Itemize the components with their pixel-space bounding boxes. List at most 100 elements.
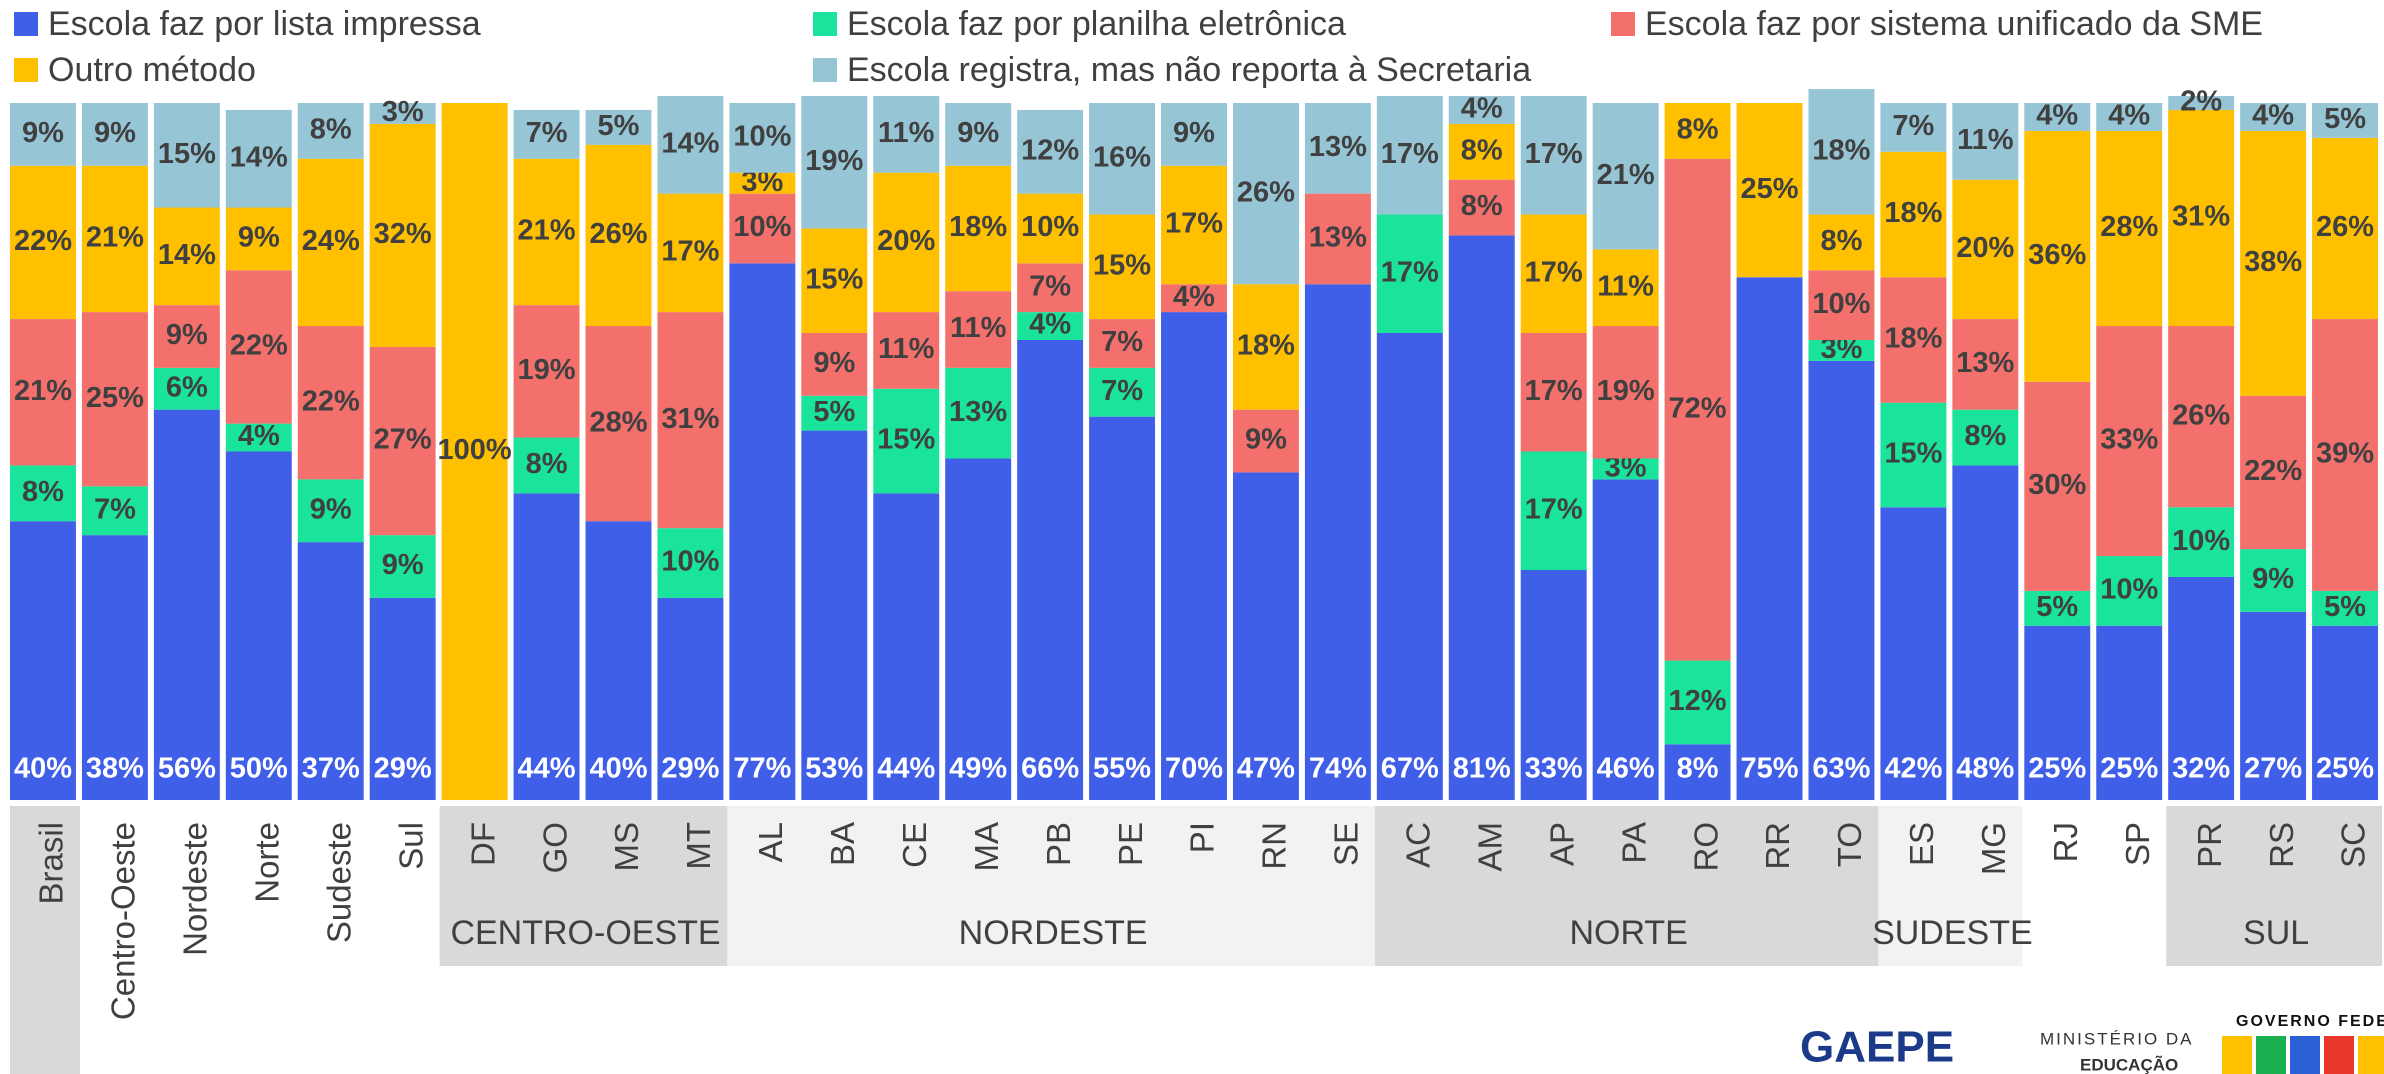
data-label: 56% xyxy=(158,753,216,785)
bar-segment xyxy=(2168,326,2235,508)
logo-shape xyxy=(2222,1036,2252,1074)
data-label: 40% xyxy=(589,753,647,785)
x-tick-label: MT xyxy=(680,822,717,870)
bar-segment xyxy=(225,423,292,452)
data-label: 11% xyxy=(950,312,1007,344)
bar-segment xyxy=(873,312,940,389)
legend-label: Escola faz por sistema unificado da SME xyxy=(1645,5,2263,43)
data-label: 26% xyxy=(1237,176,1295,208)
data-label: 9% xyxy=(1173,117,1215,149)
bar-segment xyxy=(945,103,1012,166)
data-label: 30% xyxy=(2028,469,2086,501)
data-label: 10% xyxy=(1021,211,1079,243)
data-label: 26% xyxy=(2172,399,2230,431)
logo-gaepe: GAEPE xyxy=(1800,1023,1954,1072)
data-label: 47% xyxy=(1237,753,1295,785)
data-label: 5% xyxy=(813,396,855,428)
bar-segment xyxy=(1520,569,1587,800)
bar-segment xyxy=(81,312,148,487)
data-label: 5% xyxy=(2324,591,2366,623)
data-label: 28% xyxy=(589,406,647,438)
bar-segment xyxy=(10,103,76,166)
bar-segment xyxy=(1880,151,1947,278)
data-label: 15% xyxy=(877,424,935,456)
data-label: 25% xyxy=(2100,753,2158,785)
group-label: NORDESTE xyxy=(959,914,1148,952)
bar-segment xyxy=(225,109,292,208)
bar-segment xyxy=(1952,409,2019,466)
data-label: 100% xyxy=(438,434,512,466)
x-tick-label: PI xyxy=(1184,822,1221,853)
legend-label: Escola faz por planilha eletrônica xyxy=(847,5,1346,43)
bar-segment xyxy=(1448,179,1515,236)
logo-gov: GOVERNO FEDERAL xyxy=(2236,1013,2384,1030)
bar-segment xyxy=(585,109,652,145)
bar-segment xyxy=(1089,416,1156,800)
data-label: 77% xyxy=(733,753,791,785)
bar-segment xyxy=(1592,458,1659,480)
data-label: 17% xyxy=(1525,493,1583,525)
data-label: 32% xyxy=(374,218,432,250)
bar-segment xyxy=(729,263,796,800)
bar-segment xyxy=(2312,319,2378,591)
data-label: 21% xyxy=(14,375,72,407)
bar-segment xyxy=(1664,103,1731,159)
bar-segment xyxy=(369,123,436,347)
bar-segment xyxy=(2168,96,2235,110)
bar-segment xyxy=(873,172,940,313)
bar-segment xyxy=(1304,193,1371,285)
data-label: 25% xyxy=(1740,173,1798,205)
data-label: 74% xyxy=(1309,753,1367,785)
data-label: 8% xyxy=(1461,190,1503,222)
bar-segment xyxy=(945,367,1012,459)
data-label: 7% xyxy=(1892,110,1934,142)
bar-segment xyxy=(1448,235,1515,800)
x-tick-label: Centro-Oeste xyxy=(105,822,142,1020)
data-label: 14% xyxy=(158,239,216,271)
data-label: 9% xyxy=(2252,563,2294,595)
bar-segment xyxy=(2096,556,2163,626)
bar-segment xyxy=(1376,333,1443,800)
bar-segment xyxy=(801,333,868,396)
data-label: 17% xyxy=(1381,256,1439,288)
data-label: 15% xyxy=(805,263,863,295)
bar-segment xyxy=(81,486,148,536)
data-label: 17% xyxy=(1525,375,1583,407)
bar-segment xyxy=(1017,193,1084,264)
data-label: 66% xyxy=(1021,753,1079,785)
data-label: 3% xyxy=(382,96,424,128)
x-tick-label: MS xyxy=(608,822,645,872)
bar-segment xyxy=(2168,109,2235,327)
bar-segment xyxy=(1592,103,1659,250)
bar-segment xyxy=(2024,130,2091,382)
bar-segment xyxy=(10,465,76,522)
data-label: 9% xyxy=(310,493,352,525)
bar-segment xyxy=(801,228,868,334)
data-label: 4% xyxy=(1029,309,1071,341)
legend-label: Escola registra, mas não reporta à Secre… xyxy=(847,51,1531,89)
bar-segment xyxy=(945,165,1012,292)
data-label: 17% xyxy=(1525,256,1583,288)
group-label: CENTRO-OESTE xyxy=(450,914,720,952)
data-label: 63% xyxy=(1812,753,1870,785)
logo-mec: MINISTÉRIO DA xyxy=(2040,1029,2194,1048)
data-label: 75% xyxy=(1740,753,1798,785)
data-label: 44% xyxy=(877,753,935,785)
data-label: 11% xyxy=(878,117,935,149)
bar-segment xyxy=(2240,395,2307,550)
bar-segment xyxy=(1232,103,1299,285)
data-label: 31% xyxy=(661,403,719,435)
bar-segment xyxy=(297,542,364,800)
bar-segment xyxy=(1520,96,1587,215)
bar-segment xyxy=(225,270,292,424)
data-label: 13% xyxy=(1309,131,1367,163)
data-label: 55% xyxy=(1093,753,1151,785)
group-band xyxy=(2166,806,2382,966)
bar-segment xyxy=(369,597,436,800)
bar-segment xyxy=(1161,284,1227,313)
legend-swatch xyxy=(14,58,38,82)
x-tick-label: SE xyxy=(1328,822,1365,866)
data-label: 4% xyxy=(238,420,280,452)
data-label: 15% xyxy=(1884,438,1942,470)
data-label: 18% xyxy=(949,211,1007,243)
